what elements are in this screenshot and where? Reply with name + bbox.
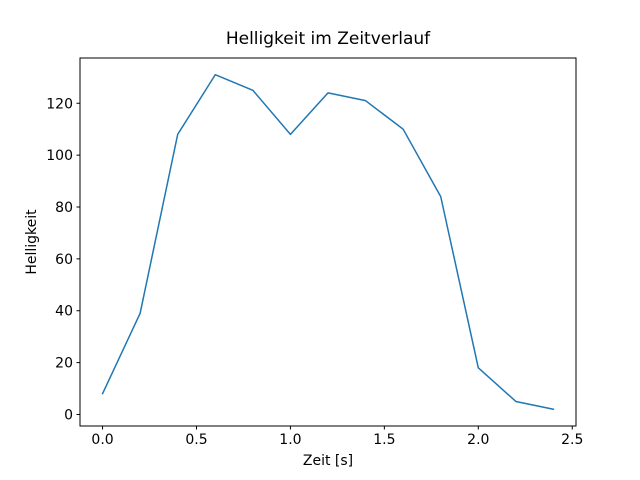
x-axis-label: Zeit [s]: [302, 453, 354, 469]
x-tick-label: 1.0: [279, 432, 301, 448]
chart-title: Helligkeit im Zeitverlauf: [225, 29, 431, 49]
x-tick-label: 2.5: [561, 432, 583, 448]
y-tick-label: 100: [46, 148, 73, 164]
y-tick-label: 0: [64, 407, 73, 423]
y-tick-label: 60: [55, 252, 73, 268]
y-tick-label: 20: [55, 356, 73, 372]
data-line: [101, 73, 555, 411]
x-tick-label: 1.5: [373, 432, 395, 448]
y-tick-label: 40: [55, 304, 73, 320]
y-tick-label: 80: [55, 200, 73, 216]
x-tick-label: 0.5: [185, 432, 207, 448]
y-tick-label: 120: [46, 96, 73, 112]
x-tick-label: 0.0: [91, 432, 113, 448]
axes-spines: [79, 57, 577, 427]
y-axis-label: Helligkeit: [24, 209, 40, 275]
x-tick-label: 2.0: [467, 432, 489, 448]
